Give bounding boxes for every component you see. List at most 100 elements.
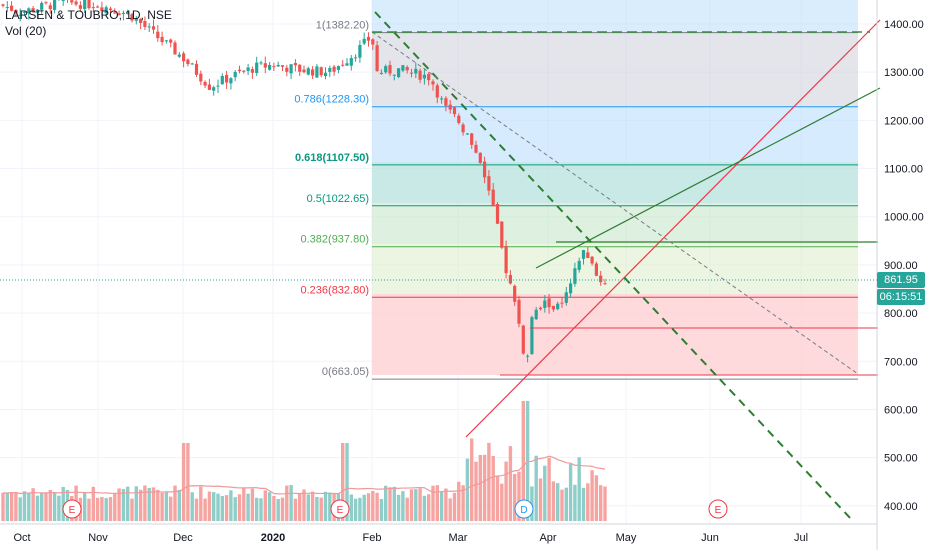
volume-bar [444,488,447,521]
symbol-title[interactable]: LARSEN & TOUBRO, 1D, NSE [5,7,172,23]
event-marker-label: E [715,505,722,516]
candle-body [436,85,439,97]
volume-bar [539,478,542,521]
time-tick-label: Feb [363,532,382,544]
volume-bar [466,459,469,521]
volume-bar [397,495,400,521]
candle-body [238,70,241,71]
candle-body [371,39,374,44]
countdown-tag: 06:15:51 [877,289,925,305]
candle-body [509,275,512,283]
volume-bar [298,494,301,521]
volume-bar [126,487,129,521]
candle-body [337,66,340,70]
volume-bar [272,496,275,521]
candle-body [500,222,503,248]
price-tick-label: 900.00 [884,260,918,272]
volume-bar [238,494,241,521]
price-axis[interactable]: 1400.001300.001200.001100.001000.00900.0… [884,19,924,513]
volume-bar [552,481,555,521]
candle-body [419,71,422,80]
volume-bar [139,490,142,521]
candle-body [333,67,336,72]
candle-body [272,66,275,67]
volume-bar [371,491,374,521]
candle-body [298,65,301,72]
volume-bar [83,492,86,521]
candle-body [522,326,525,354]
fib-level-label: 0.618(1107.50) [295,152,369,164]
candle-body [367,37,370,41]
price-tick-label: 1400.00 [884,19,924,31]
volume-bar [436,485,439,521]
candle-body [539,308,542,309]
candle-body [182,53,185,61]
volume-legend[interactable]: Vol (20) [5,23,172,39]
candle-body [281,65,284,67]
candle-body [376,45,379,71]
time-tick-label: Apr [539,532,556,544]
candle-body [479,153,482,163]
candle-body [496,204,499,224]
fib-zone-05-0382 [372,203,858,244]
volume-bar [595,475,598,521]
price-tick-label: 1200.00 [884,115,924,127]
volume-bar [410,489,413,521]
candle-body [212,87,215,90]
volume-bar [6,493,9,521]
volume-bar [268,492,271,521]
candle-body [358,45,361,58]
price-tick-label: 1100.00 [884,164,923,176]
volume-bar [259,498,262,521]
candle-body [225,75,228,83]
volume-bar [535,456,538,521]
candle-body [307,68,310,74]
volume-bar [492,456,495,521]
candle-body [290,64,293,73]
time-tick-label: Dec [173,532,193,544]
candle-body [255,63,258,73]
volume-bar [221,496,224,521]
candle-body [1,4,4,5]
volume-bar [100,497,103,521]
candle-body [315,66,318,77]
volume-bar [543,466,546,521]
candle-body [195,64,198,75]
fib-retracement[interactable] [372,0,858,375]
volume-bar [479,455,482,521]
fib-level-label: 0.236(832.80) [301,284,370,296]
volume-bar [195,499,198,521]
candle-body [414,69,417,74]
candle-body [397,68,400,77]
volume-bar [590,470,593,521]
volume-bar [289,485,292,521]
candle-body [599,276,602,283]
volume-bar [178,490,181,521]
candle-body [242,71,245,72]
last-price-tag: 861.95 [877,272,925,288]
volume-bar [599,485,602,521]
candle-body [535,310,538,319]
volume-bar [49,490,52,521]
volume-bar [483,455,486,521]
candle-body [423,75,426,79]
candle-body [259,62,262,63]
volume-bar [148,488,151,521]
candle-body [186,60,189,64]
candle-body [466,133,469,134]
candle-body [560,303,563,304]
volume-bar [281,498,284,521]
event-marker-label: E [69,505,76,516]
candle-body [573,268,576,284]
candle-body [302,70,305,73]
candle-body [221,76,224,84]
volume-bar [19,497,22,521]
fib-level-label: 0(663.05) [322,366,369,378]
volume-bar [57,496,60,521]
volume-bar [169,497,172,521]
candle-body [449,105,452,110]
volume-bar [122,489,125,521]
